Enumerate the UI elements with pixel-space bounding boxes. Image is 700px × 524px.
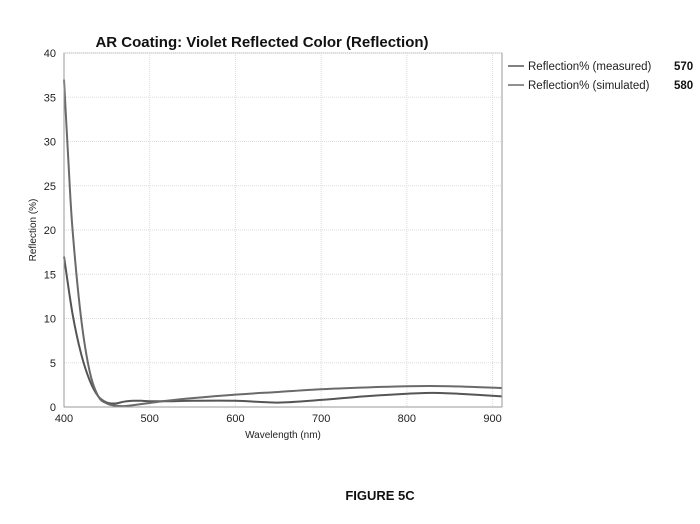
series-line-simulated — [63, 79, 503, 408]
y-tick-label: 5 — [50, 358, 56, 370]
y-tick-label: 35 — [44, 92, 56, 104]
x-tick-label: 900 — [483, 413, 501, 425]
y-tick-label: 25 — [44, 181, 56, 193]
y-tick-label: 40 — [44, 48, 56, 60]
y-axis-label: Reflection (%) — [28, 199, 39, 262]
x-tick-label: 500 — [141, 413, 159, 425]
y-tick-label: 0 — [50, 402, 56, 414]
series-line-measured — [63, 256, 503, 405]
x-tick-label: 800 — [398, 413, 416, 425]
ref-numeral-570: 570 — [674, 61, 693, 73]
ref-numeral-580: 580 — [674, 80, 693, 92]
legend-label-measured: Reflection% (measured) — [528, 61, 652, 73]
x-tick-label: 400 — [55, 413, 73, 425]
legend-label-simulated: Reflection% (simulated) — [528, 80, 650, 92]
x-tick-label: 700 — [312, 413, 330, 425]
y-tick-label: 10 — [44, 314, 56, 326]
x-tick-label: 600 — [226, 413, 244, 425]
x-axis-label: Wavelength (nm) — [245, 430, 321, 441]
legend: Reflection% (measured) 570 Reflection% (… — [508, 61, 693, 92]
y-tick-label: 20 — [44, 225, 56, 237]
figure-label: FIGURE 5C — [345, 488, 415, 503]
y-tick-label: 30 — [44, 137, 56, 149]
chart-title: AR Coating: Violet Reflected Color (Refl… — [95, 34, 428, 51]
y-tick-label: 15 — [44, 269, 56, 281]
